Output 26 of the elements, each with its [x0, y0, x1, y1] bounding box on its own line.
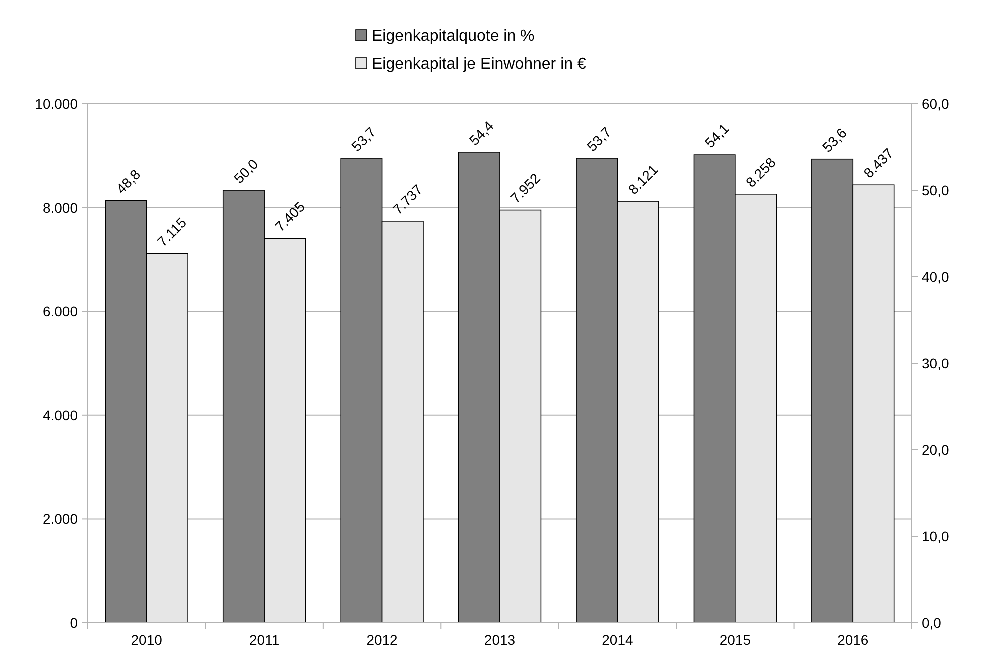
y-tick-label: 2.000	[42, 511, 78, 528]
y2-tick-label: 10,0	[922, 528, 950, 544]
x-tick-label: 2010	[131, 632, 163, 648]
legend-label: Eigenkapital je Einwohner in €	[372, 56, 586, 73]
data-label: 53,6	[819, 124, 850, 156]
y-tick-label: 8.000	[42, 200, 78, 216]
legend-label: Eigenkapitalquote in %	[372, 28, 535, 45]
y2-tick-label: 30,0	[922, 356, 950, 372]
x-tick-label: 2012	[366, 632, 398, 648]
x-tick-label: 2011	[250, 632, 280, 648]
y-tick-label: 0	[70, 615, 78, 631]
x-tick-label: 2015	[720, 632, 752, 648]
data-label: 54,1	[702, 120, 732, 152]
x-tick-label: 2013	[484, 632, 516, 648]
x-tick-label: 2014	[602, 632, 634, 648]
y2-tick-label: 50,0	[922, 182, 950, 198]
y-tick-label: 10.000	[35, 96, 78, 112]
y2-tick-label: 40,0	[922, 269, 950, 285]
y2-tick-label: 20,0	[922, 442, 950, 458]
y2-tick-label: 60,0	[922, 96, 950, 112]
y2-tick-label: 0,0	[922, 615, 942, 631]
data-label: 48,8	[113, 166, 144, 197]
x-tick-label: 2016	[838, 632, 869, 648]
y-tick-label: 6.000	[42, 304, 78, 320]
data-label: 50,0	[230, 156, 262, 187]
y-tick-label: 4.000	[42, 407, 78, 424]
